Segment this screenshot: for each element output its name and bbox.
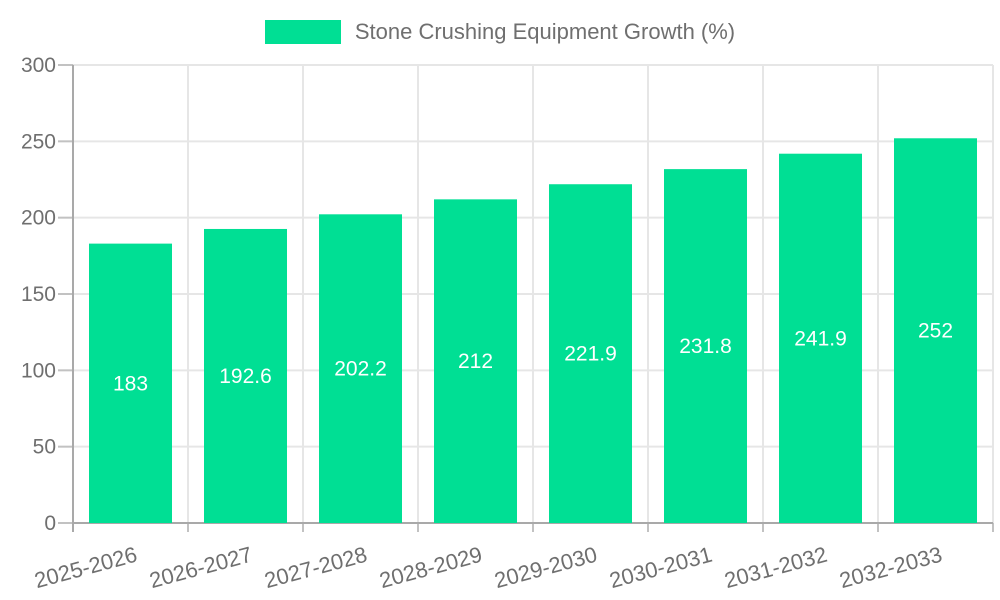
bar-2029-2030[interactable] xyxy=(549,184,632,523)
x-axis-tick-label: 2028-2029 xyxy=(377,542,485,593)
y-axis-tick-label: 200 xyxy=(21,207,56,230)
y-axis-tick-label: 0 xyxy=(44,512,56,535)
x-axis-tick-label: 2025-2026 xyxy=(32,542,140,593)
bar-2028-2029[interactable] xyxy=(434,199,517,523)
bar-2030-2031[interactable] xyxy=(664,169,747,524)
x-axis-tick-label: 2031-2032 xyxy=(722,542,830,593)
bar-2026-2027[interactable] xyxy=(204,228,287,524)
x-axis-tick-label: 2027-2028 xyxy=(262,542,370,593)
bar-2031-2032[interactable] xyxy=(779,153,862,523)
x-axis-tick-label: 2032-2033 xyxy=(837,542,945,593)
legend-swatch-icon xyxy=(264,20,341,44)
x-axis-tick-label: 2029-2030 xyxy=(492,542,600,593)
bar-value-label: 202.2 xyxy=(334,358,387,381)
y-axis-tick-label: 300 xyxy=(21,54,56,77)
x-axis-tick-label: 2030-2031 xyxy=(607,542,715,593)
y-axis-tick-label: 150 xyxy=(21,283,56,306)
bar-2027-2028[interactable] xyxy=(319,214,402,524)
bar-value-label: 241.9 xyxy=(794,327,847,350)
bars-group xyxy=(89,138,977,524)
y-axis-tick-label: 50 xyxy=(33,436,56,459)
legend-label: Stone Crushing Equipment Growth (%) xyxy=(354,19,736,44)
bar-value-label: 252 xyxy=(918,320,953,343)
x-axis-tick-label: 2026-2027 xyxy=(147,542,255,593)
bar-2032-2033[interactable] xyxy=(894,138,977,523)
bar-value-label: 231.8 xyxy=(679,335,732,358)
bar-value-label: 221.9 xyxy=(564,343,617,366)
y-axis-tick-label: 250 xyxy=(21,130,56,153)
legend[interactable]: Stone Crushing Equipment Growth (%) xyxy=(0,18,1000,46)
bar-value-label: 212 xyxy=(458,350,493,373)
bar-2025-2026[interactable] xyxy=(89,243,172,523)
bar-value-label: 192.6 xyxy=(219,365,272,388)
y-axis-tick-label: 100 xyxy=(21,359,56,382)
bar-value-label: 183 xyxy=(113,372,148,395)
